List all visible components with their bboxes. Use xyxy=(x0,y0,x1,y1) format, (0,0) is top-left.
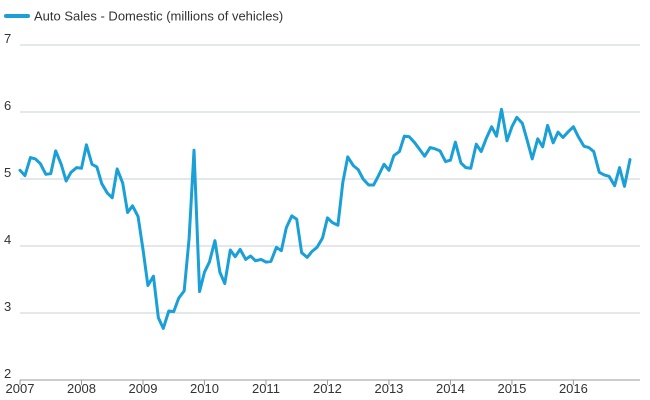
x-tick-label: 2011 xyxy=(252,381,280,396)
gridlines xyxy=(20,44,640,381)
y-axis-ticks: 2 3 4 5 6 7 xyxy=(4,31,11,381)
y-tick-label: 7 xyxy=(4,31,11,46)
x-tick-label: 2007 xyxy=(6,381,35,396)
y-tick-label: 4 xyxy=(4,232,11,247)
series-line xyxy=(18,107,632,330)
x-tick-label: 2015 xyxy=(497,381,526,396)
x-tick-label: 2008 xyxy=(67,381,96,396)
x-tick-label: 2013 xyxy=(374,381,403,396)
y-tick-label: 6 xyxy=(4,98,11,113)
y-tick-label: 2 xyxy=(4,366,11,381)
x-axis-ticks: 2007 2008 2009 2010 2011 2012 2013 2014 2015 2016 xyxy=(6,380,588,396)
series-group xyxy=(18,107,632,330)
x-tick-label: 2014 xyxy=(436,381,465,396)
x-tick-label: 2009 xyxy=(129,381,158,396)
x-tick-label: 2016 xyxy=(559,381,588,396)
legend-label: Auto Sales - Domestic (millions of vehic… xyxy=(34,9,283,24)
legend: Auto Sales - Domestic (millions of vehic… xyxy=(4,9,283,24)
x-tick-label: 2012 xyxy=(313,381,342,396)
x-tick-label: 2010 xyxy=(190,381,219,396)
y-tick-label: 5 xyxy=(4,165,11,180)
y-tick-label: 3 xyxy=(4,299,11,314)
